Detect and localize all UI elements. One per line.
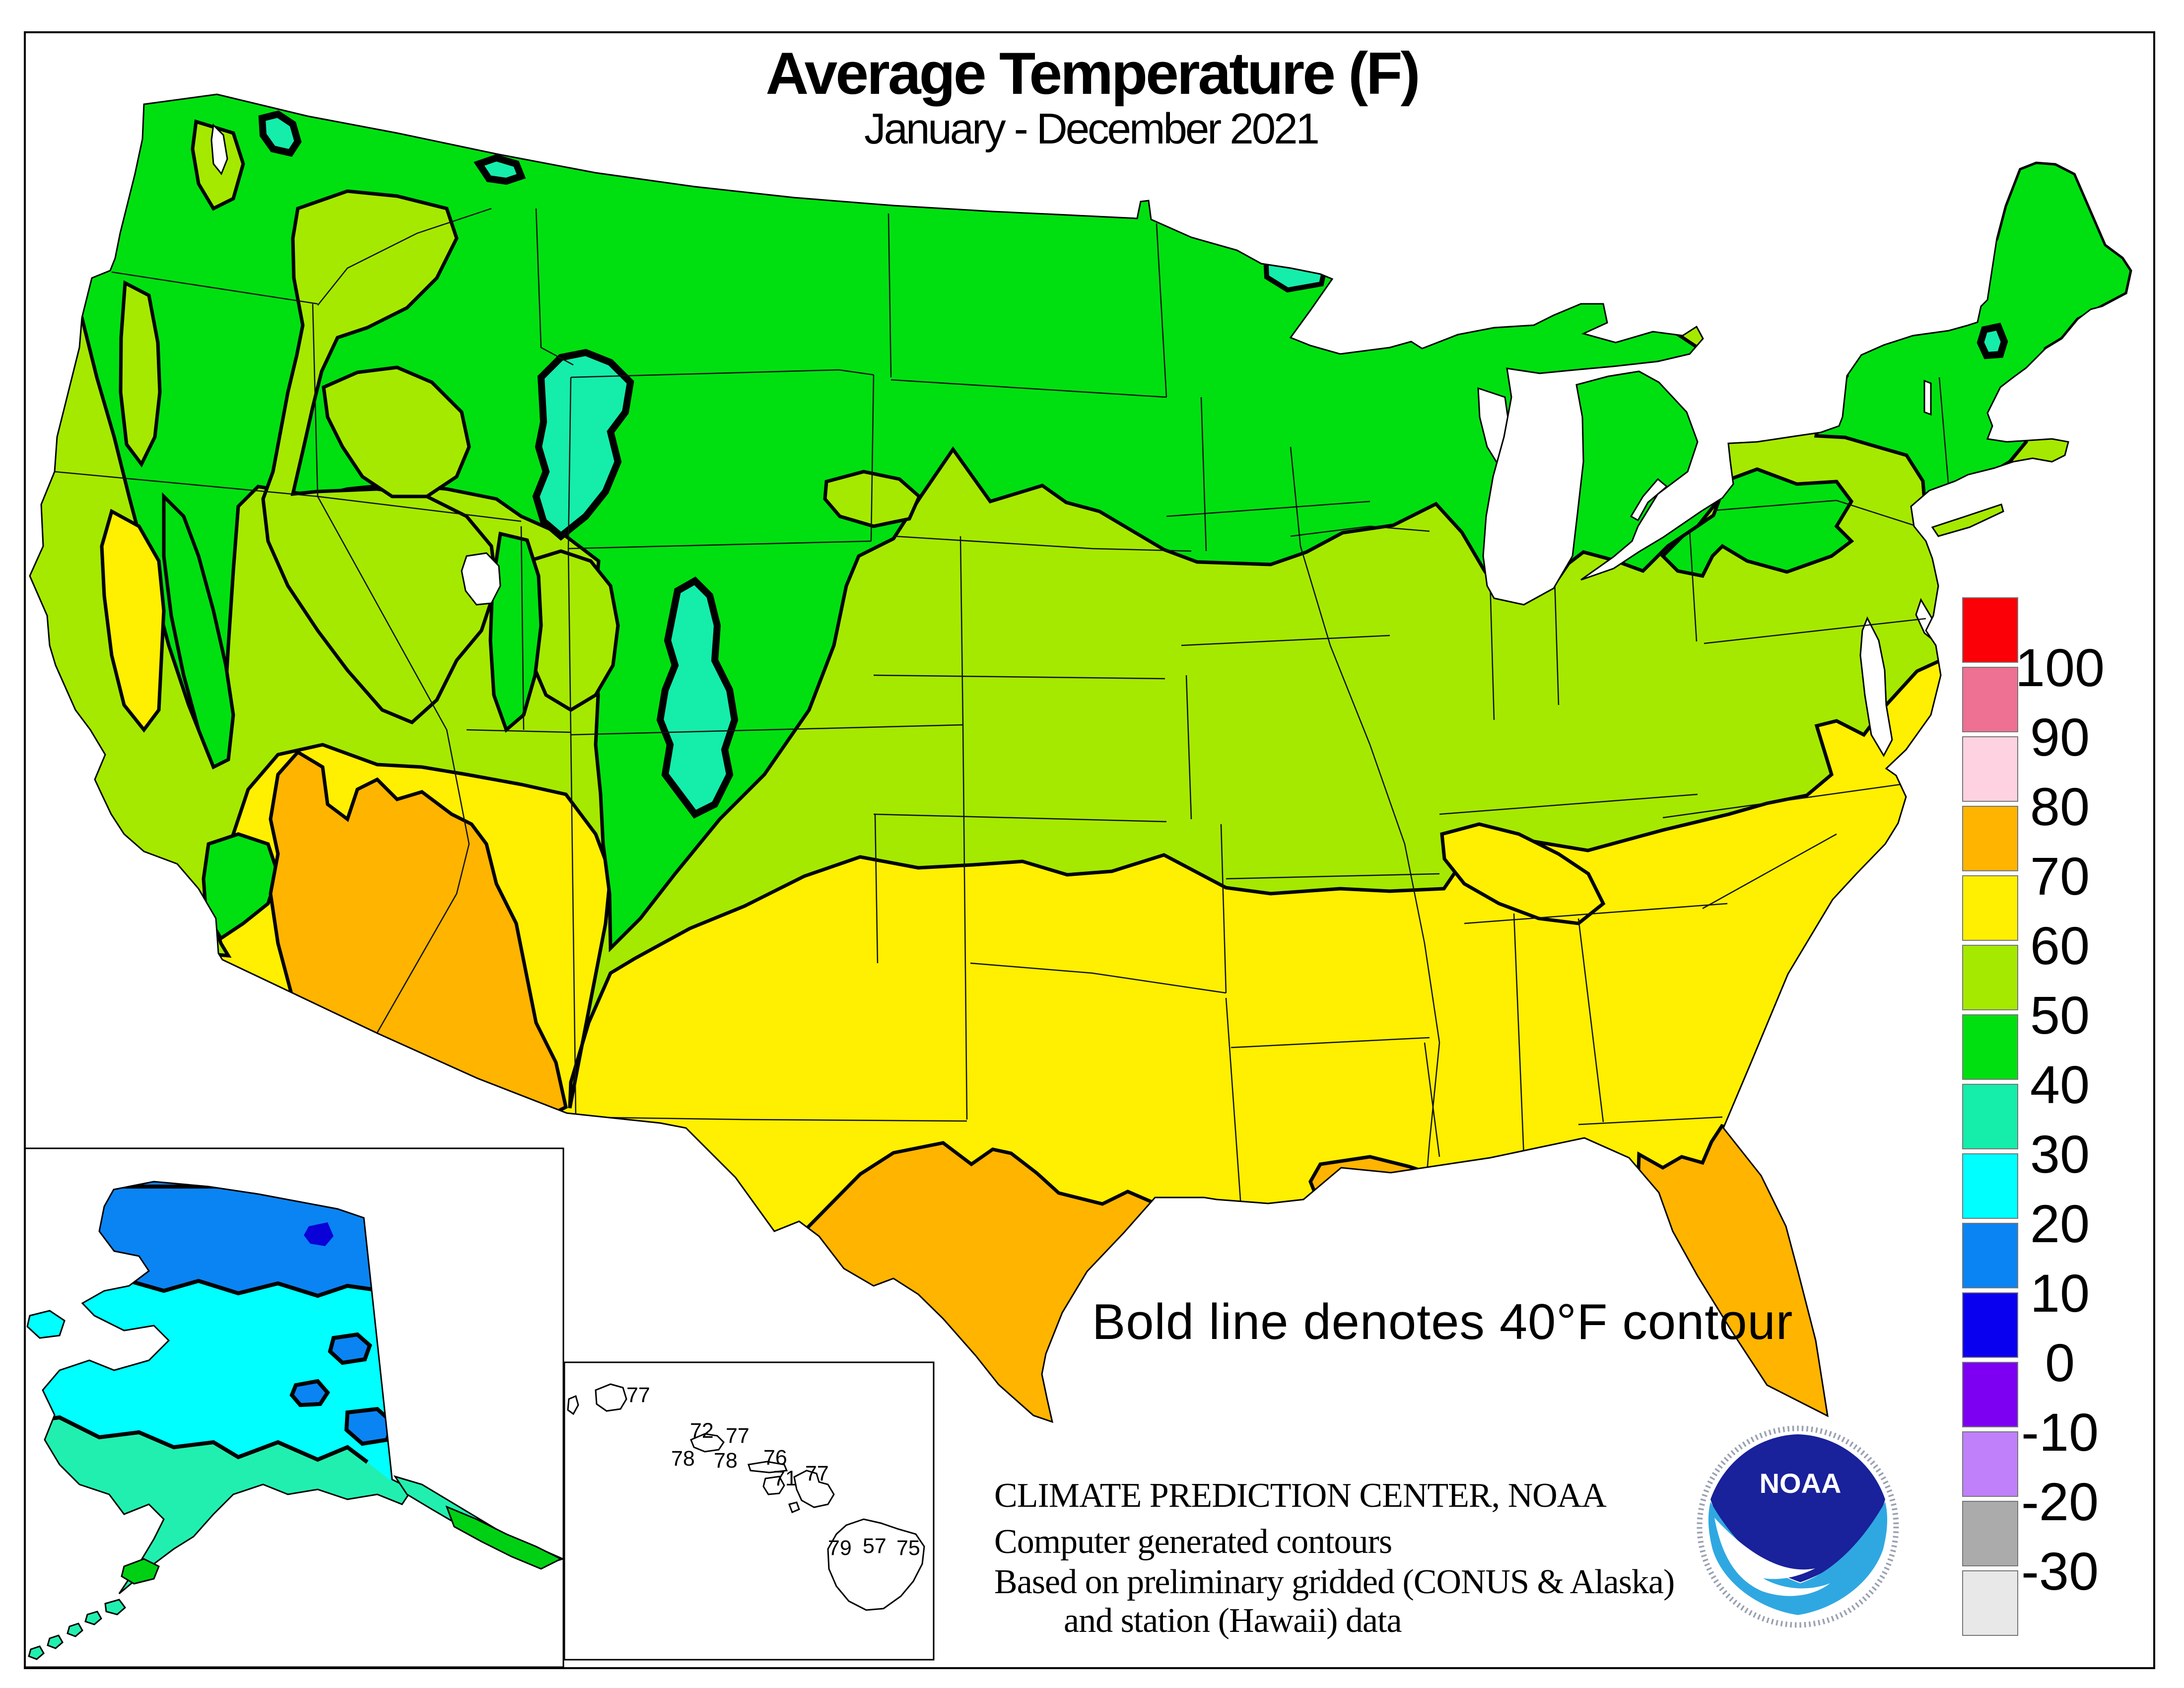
svg-text:72: 72 bbox=[690, 1419, 714, 1443]
svg-text:30: 30 bbox=[2030, 1124, 2090, 1184]
svg-text:79: 79 bbox=[828, 1536, 852, 1560]
svg-text:100: 100 bbox=[2015, 637, 2105, 698]
svg-text:77: 77 bbox=[805, 1462, 829, 1485]
svg-text:78: 78 bbox=[671, 1447, 695, 1471]
svg-text:0: 0 bbox=[2045, 1333, 2075, 1393]
svg-text:76: 76 bbox=[763, 1446, 787, 1470]
svg-text:70: 70 bbox=[2030, 846, 2090, 906]
svg-text:90: 90 bbox=[2030, 707, 2090, 767]
svg-text:and station (Hawaii) data: and station (Hawaii) data bbox=[1064, 1602, 1402, 1640]
svg-text:Based on preliminary gridded (: Based on preliminary gridded (CONUS & Al… bbox=[994, 1563, 1674, 1601]
svg-text:Bold line denotes 40°F contour: Bold line denotes 40°F contour bbox=[1092, 1294, 1793, 1350]
svg-text:77: 77 bbox=[626, 1383, 650, 1407]
svg-text:77: 77 bbox=[726, 1424, 750, 1448]
svg-text:Computer generated contours: Computer generated contours bbox=[994, 1523, 1392, 1561]
svg-text:NOAA: NOAA bbox=[1760, 1468, 1842, 1499]
svg-text:60: 60 bbox=[2030, 915, 2090, 976]
svg-text:January - December 2021: January - December 2021 bbox=[864, 105, 1318, 153]
svg-text:75: 75 bbox=[896, 1536, 920, 1560]
svg-text:20: 20 bbox=[2030, 1194, 2090, 1254]
svg-text:40: 40 bbox=[2030, 1055, 2090, 1115]
svg-text:-10: -10 bbox=[2021, 1402, 2099, 1462]
svg-text:-20: -20 bbox=[2021, 1472, 2099, 1532]
svg-text:80: 80 bbox=[2030, 776, 2090, 837]
svg-text:71: 71 bbox=[773, 1467, 797, 1490]
svg-text:50: 50 bbox=[2030, 985, 2090, 1045]
svg-text:10: 10 bbox=[2030, 1263, 2090, 1323]
svg-text:57: 57 bbox=[863, 1534, 887, 1558]
svg-text:-30: -30 bbox=[2021, 1541, 2099, 1601]
svg-text:78: 78 bbox=[714, 1449, 738, 1473]
svg-text:CLIMATE PREDICTION CENTER, NOA: CLIMATE PREDICTION CENTER, NOAA bbox=[994, 1477, 1607, 1515]
svg-text:Average Temperature (F): Average Temperature (F) bbox=[765, 40, 1418, 107]
